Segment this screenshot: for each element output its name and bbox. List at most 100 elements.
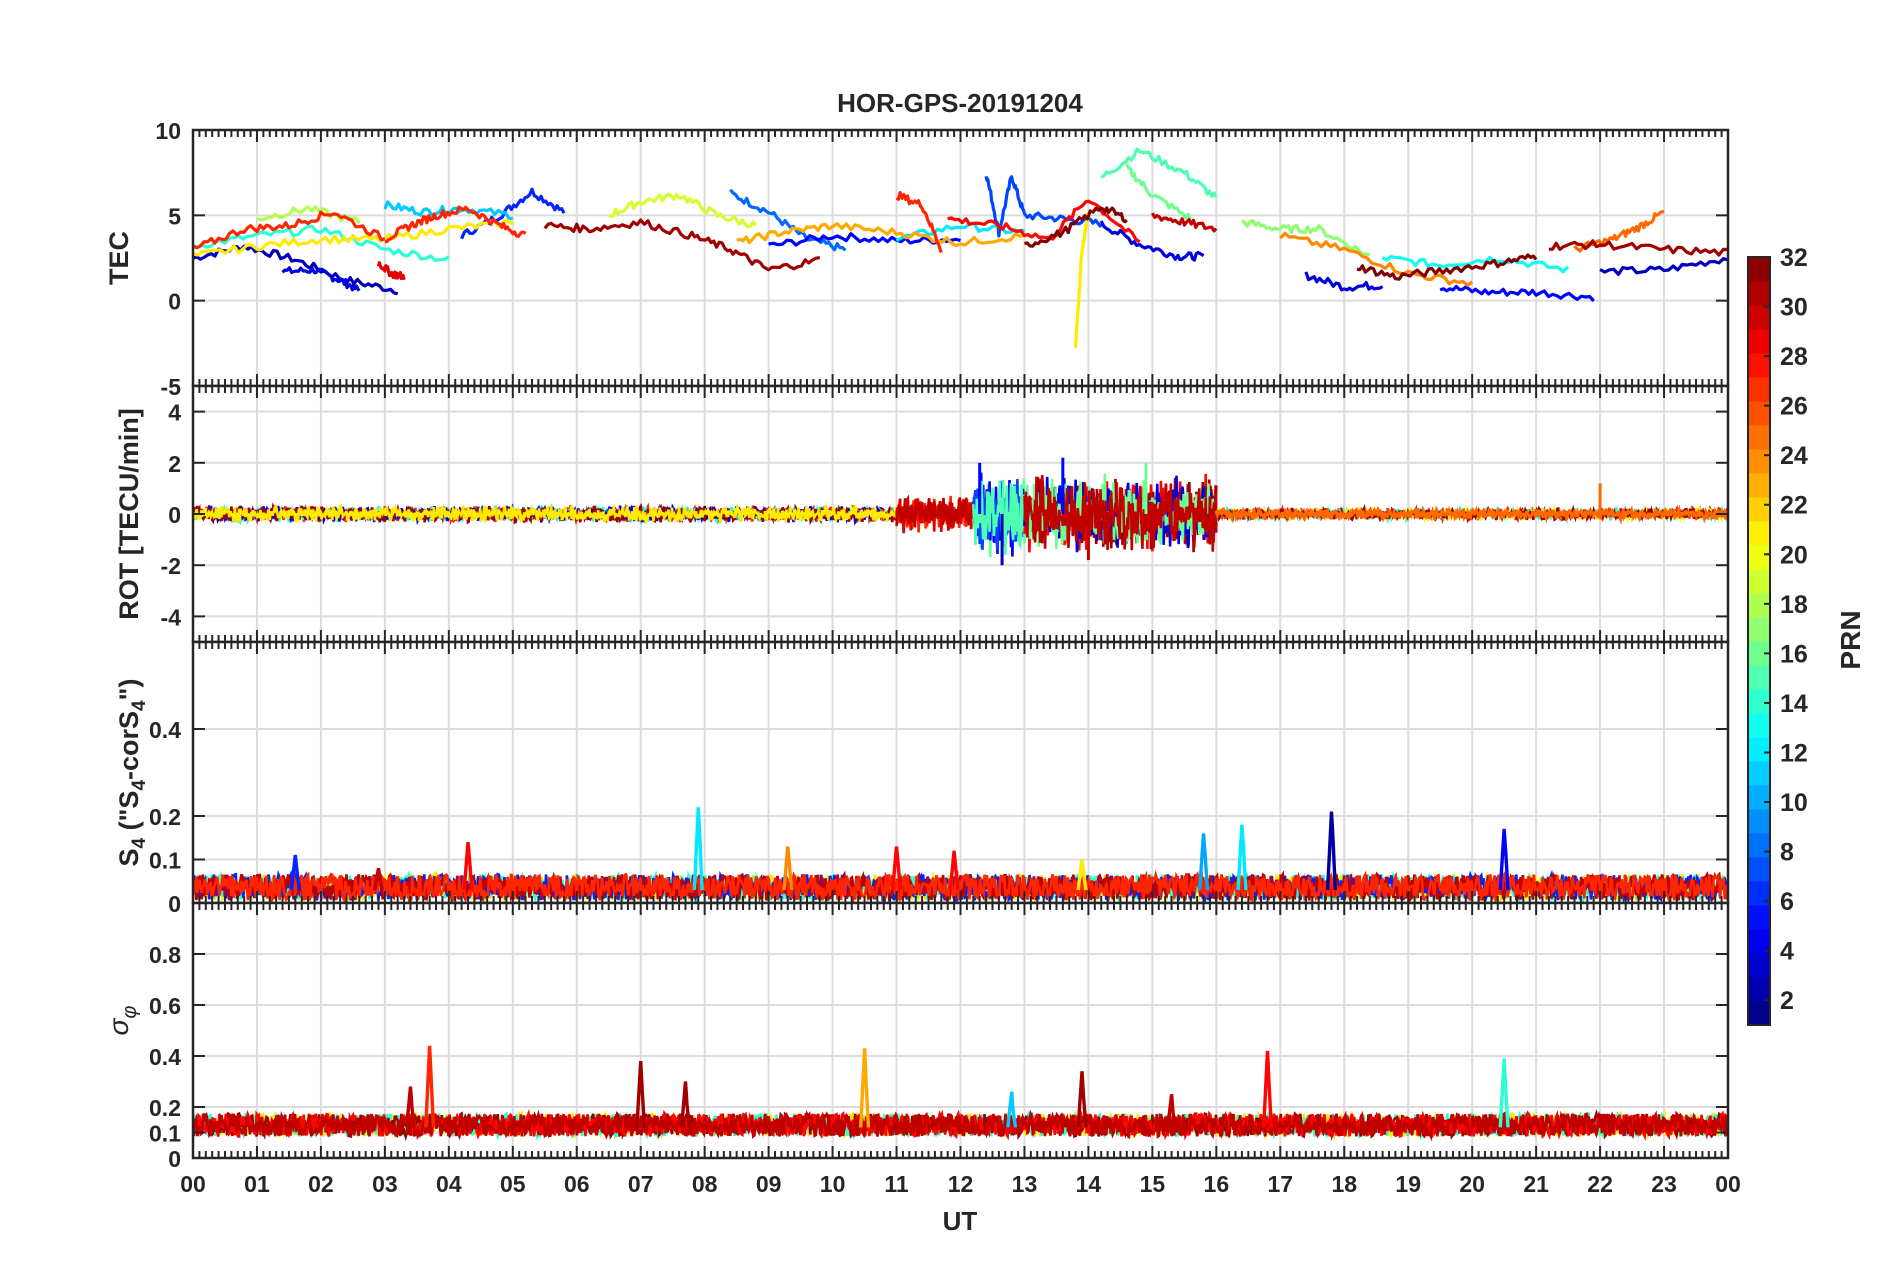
- y-tick-label: 0.2: [149, 1095, 181, 1121]
- x-tick-label: 13: [1012, 1171, 1038, 1197]
- colorbar-tick-label: 28: [1780, 343, 1808, 371]
- rot-series-line: [895, 494, 975, 528]
- y-axis-label: ROT [TECU/min]: [114, 408, 144, 619]
- panel-frame: [191, 901, 1730, 1160]
- x-tick-label: 12: [948, 1171, 974, 1197]
- tec-series-line: [1381, 255, 1570, 274]
- y-tick-label: -2: [161, 553, 181, 579]
- scint-spike: [1236, 824, 1248, 891]
- scint-spike: [404, 1086, 416, 1128]
- x-tick-label: 08: [692, 1171, 718, 1197]
- x-tick-label: 20: [1459, 1171, 1485, 1197]
- x-tick-label: 15: [1140, 1171, 1166, 1197]
- y-tick-label: 4: [168, 400, 181, 426]
- rot-series-group: [193, 457, 1728, 566]
- scint-spike: [1076, 1071, 1088, 1128]
- y-tick-label: 10: [155, 118, 181, 144]
- tec-series-line: [607, 192, 758, 229]
- x-tick-label: 14: [1076, 1171, 1102, 1197]
- scint-spike: [424, 1045, 436, 1128]
- colorbar-segment: [1748, 521, 1770, 546]
- y-tick-label: 0.2: [149, 804, 181, 830]
- tec-series-line: [1548, 239, 1728, 257]
- x-tick-label: 00: [1715, 1171, 1741, 1197]
- x-tick-label: 00: [180, 1171, 206, 1197]
- colorbar-segment: [1748, 689, 1770, 714]
- tec-series-line: [1304, 271, 1384, 292]
- y-tick-label: 0.1: [149, 848, 181, 874]
- rot-series-line: [193, 503, 898, 525]
- tec-series-line: [1100, 147, 1218, 198]
- colorbar-segment: [1748, 929, 1770, 954]
- tec-series-line: [193, 224, 450, 262]
- scint-spike: [782, 846, 794, 891]
- y-axis-label: σφ: [103, 1006, 141, 1036]
- y-tick-label: 0.4: [149, 717, 181, 743]
- tec-series-line: [1356, 253, 1538, 281]
- tec-series-group: [193, 147, 1728, 348]
- scint-spike: [1498, 828, 1510, 891]
- scint-spike: [635, 1061, 647, 1128]
- tec-series-line: [193, 219, 514, 257]
- scint-spike: [859, 1048, 871, 1128]
- scint-series-line: [193, 869, 1728, 903]
- colorbar-segment: [1748, 257, 1770, 282]
- y-tick-label: 5: [168, 203, 181, 229]
- colorbar-segment: [1748, 305, 1770, 330]
- scint-spike: [1076, 859, 1088, 891]
- tec-series-line: [736, 222, 1025, 248]
- colorbar-tick-label: 32: [1780, 244, 1808, 272]
- x-tick-label: 16: [1204, 1171, 1230, 1197]
- x-tick-label: 05: [500, 1171, 526, 1197]
- sigma-phi-panel: 00.10.2 0.4 0.6 0.8 σφ: [103, 901, 1730, 1172]
- scint-spike: [1262, 1050, 1273, 1128]
- y-tick-label: 0: [168, 1146, 181, 1172]
- scint-spike: [372, 867, 384, 891]
- x-tick-label: 01: [244, 1171, 270, 1197]
- colorbar-tick-label: 4: [1780, 938, 1794, 966]
- x-tick-label: 22: [1587, 1171, 1613, 1197]
- x-tick-label: 21: [1523, 1171, 1549, 1197]
- y-tick-label: 0: [168, 502, 181, 528]
- scint-spike: [289, 854, 301, 891]
- rot-series-line: [1023, 475, 1218, 553]
- colorbar-tick-label: 16: [1780, 640, 1808, 668]
- x-tick-labels: 00 01 02 03 04 05 06 07 08 09 10 11 12 13 14 15 16 17 18 19…: [180, 1171, 1741, 1197]
- x-tick-label: 17: [1267, 1171, 1293, 1197]
- scint-spike: [891, 846, 903, 891]
- tec-series-line: [1279, 231, 1474, 287]
- x-tick-label: 10: [820, 1171, 846, 1197]
- colorbar-tick-label: 22: [1780, 492, 1808, 520]
- tec-series-line: [193, 210, 386, 250]
- colorbar-tick-label: 18: [1780, 591, 1808, 619]
- tec-series-line: [543, 218, 821, 272]
- colorbar-segment: [1748, 329, 1770, 354]
- colorbar-tick-label: 6: [1780, 888, 1794, 916]
- tec-series-line: [256, 205, 361, 225]
- colorbar-segment: [1748, 977, 1770, 1002]
- colorbar-frame: [1747, 256, 1771, 1026]
- tec-series-line: [1151, 212, 1218, 233]
- scint-spike: [1198, 833, 1210, 891]
- colorbar-tick-label: 8: [1780, 839, 1794, 867]
- colorbar-segment: [1748, 953, 1770, 978]
- tec-series-line: [768, 232, 961, 247]
- x-axis-label: UT: [943, 1206, 978, 1236]
- y-axis-label: S4 ("S4-corS4"): [114, 679, 150, 867]
- scint-spike: [692, 807, 704, 891]
- scint-series-line: [193, 1109, 1728, 1142]
- colorbar-segment: [1748, 761, 1770, 786]
- rot-series-line: [1215, 504, 1728, 525]
- x-tick-label: 19: [1395, 1171, 1421, 1197]
- scint-spike: [1166, 1094, 1178, 1128]
- tec-series-line: [1439, 284, 1595, 303]
- scint-spike: [679, 1081, 691, 1128]
- scint-spike: [948, 850, 960, 891]
- scint-series-group: [193, 1045, 1728, 1142]
- y-tick-label: 2: [168, 451, 181, 477]
- tec-series-line: [1099, 220, 1205, 262]
- y-tick-label: 0: [168, 891, 181, 917]
- colorbar-segment: [1748, 593, 1770, 618]
